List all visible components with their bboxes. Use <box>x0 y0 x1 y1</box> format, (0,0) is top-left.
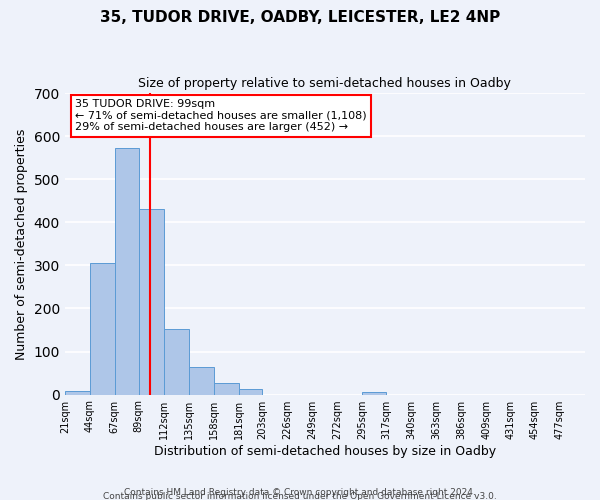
Bar <box>90 263 115 394</box>
Bar <box>115 148 139 394</box>
Bar <box>188 366 214 394</box>
Bar <box>239 390 262 394</box>
Bar <box>214 382 239 394</box>
Y-axis label: Number of semi-detached properties: Number of semi-detached properties <box>15 128 28 360</box>
Text: Contains HM Land Registry data © Crown copyright and database right 2024.: Contains HM Land Registry data © Crown c… <box>124 488 476 497</box>
Bar <box>362 392 386 394</box>
Bar <box>65 391 90 394</box>
Bar <box>139 210 164 394</box>
Text: 35 TUDOR DRIVE: 99sqm
← 71% of semi-detached houses are smaller (1,108)
29% of s: 35 TUDOR DRIVE: 99sqm ← 71% of semi-deta… <box>75 99 367 132</box>
X-axis label: Distribution of semi-detached houses by size in Oadby: Distribution of semi-detached houses by … <box>154 444 496 458</box>
Title: Size of property relative to semi-detached houses in Oadby: Size of property relative to semi-detach… <box>139 78 511 90</box>
Text: 35, TUDOR DRIVE, OADBY, LEICESTER, LE2 4NP: 35, TUDOR DRIVE, OADBY, LEICESTER, LE2 4… <box>100 10 500 25</box>
Text: Contains public sector information licensed under the Open Government Licence v3: Contains public sector information licen… <box>103 492 497 500</box>
Bar <box>164 329 188 394</box>
